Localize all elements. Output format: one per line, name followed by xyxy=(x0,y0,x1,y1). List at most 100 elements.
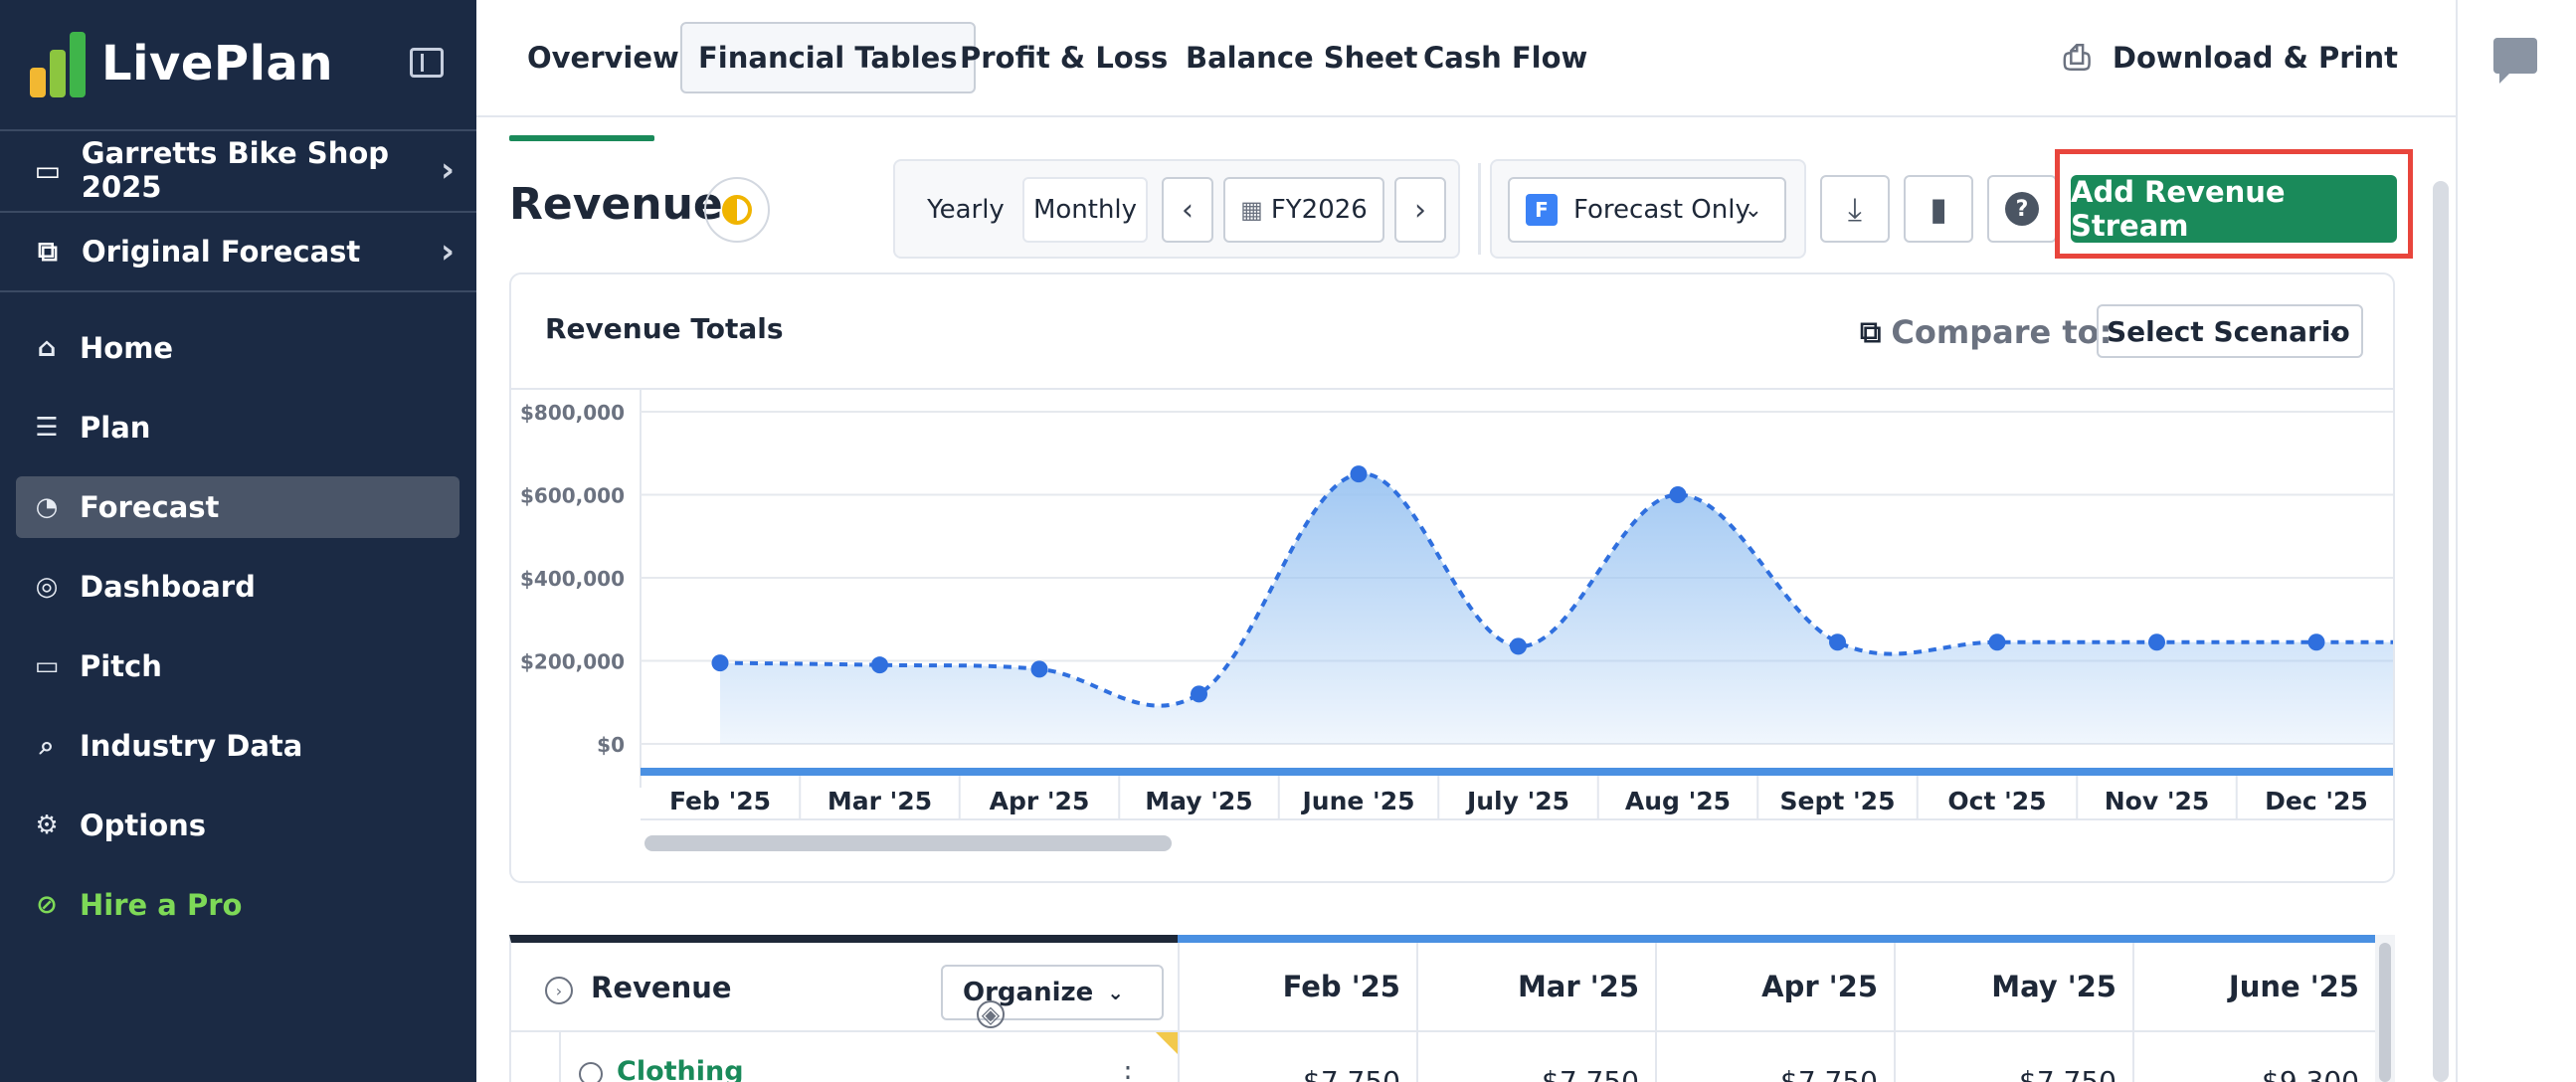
column-header: Apr '25 xyxy=(1655,943,1894,1030)
collapse-sidebar-icon[interactable] xyxy=(410,48,444,78)
dashboard-icon: ◎ xyxy=(35,572,59,602)
expand-circle-icon[interactable]: › xyxy=(545,977,573,1004)
table-cell[interactable]: $7,750 xyxy=(1894,1030,2132,1082)
tab-cash-flow[interactable]: Cash Flow xyxy=(1423,41,1588,75)
y-tick-label: $600,000 xyxy=(520,484,625,508)
highlight-box xyxy=(2055,149,2413,259)
table-header-label: Revenue xyxy=(591,971,732,1004)
data-point xyxy=(711,654,729,672)
compare-text: Compare to: xyxy=(1891,313,2113,351)
download-print-button[interactable]: ⎙ Download & Print xyxy=(2064,22,2398,93)
x-tick-label: Oct '25 xyxy=(1947,787,2046,815)
tab-financial-tables[interactable]: Financial Tables xyxy=(680,22,976,93)
chart-toggle-button[interactable]: ▮ xyxy=(1904,175,1973,243)
sidebar-item-label: Industry Data xyxy=(80,729,303,763)
file-download-icon: ⤓ xyxy=(1847,189,1863,228)
layers-icon: ◈ xyxy=(977,1000,1005,1028)
page-title: Revenue xyxy=(509,179,723,230)
page-scrollbar[interactable] xyxy=(2433,181,2449,1082)
sidebar: LivePlan ▭ Garretts Bike Shop 2025 › ⧉ O… xyxy=(0,0,476,1082)
table-cell[interactable]: $7,750 xyxy=(1178,1030,1416,1082)
organize-button[interactable]: ◈ Organize ⌄ xyxy=(941,965,1164,1028)
chevron-down-icon: ⌄ xyxy=(2326,319,2343,343)
sidebar-item-options[interactable]: ⚙ Options xyxy=(16,795,460,856)
tab-overview[interactable]: Overview xyxy=(527,41,679,75)
right-rail xyxy=(2456,0,2576,1082)
chevron-right-icon: › xyxy=(440,150,455,190)
table-cell[interactable]: $9,300 xyxy=(2132,1030,2375,1082)
row-label[interactable]: Clothing xyxy=(617,1056,744,1082)
revenue-table: › Revenue ◈ Organize ⌄ Feb '25 Mar '25 A… xyxy=(509,935,2395,1082)
x-tick-label: Dec '25 xyxy=(2265,787,2368,815)
monitor-icon: ▭ xyxy=(34,651,60,681)
data-point xyxy=(1191,685,1207,703)
top-navigation: Overview Financial Tables Profit & Loss … xyxy=(476,0,2456,117)
sidebar-item-plan[interactable]: ☰ Plan xyxy=(16,397,460,458)
home-icon: ⌂ xyxy=(37,333,57,363)
compass-icon: ⊘ xyxy=(36,890,58,920)
more-options-icon[interactable]: ⋮ xyxy=(1114,1060,1142,1082)
add-revenue-stream-button[interactable]: Add Revenue Stream xyxy=(2071,175,2397,243)
y-tick-label: $800,000 xyxy=(520,401,625,425)
data-point xyxy=(1350,465,1368,483)
sidebar-item-dashboard[interactable]: ◎ Dashboard xyxy=(16,556,460,618)
compare-label: ⧉ Compare to: xyxy=(1860,306,2112,358)
compare-scenario-select[interactable]: Select Scenario ⌄ xyxy=(2097,304,2363,358)
yearly-toggle[interactable]: Yearly xyxy=(927,195,1005,225)
tab-profit-loss[interactable]: Profit & Loss xyxy=(960,41,1169,75)
table-scrollbar[interactable] xyxy=(2375,935,2395,1082)
previous-year-button[interactable]: ‹ xyxy=(1162,177,1213,243)
fiscal-year-picker[interactable]: ▦ FY2026 xyxy=(1223,177,1384,243)
table-cell[interactable]: $7,750 xyxy=(1416,1030,1655,1082)
revenue-totals-card: Revenue Totals ⧉ Compare to: Select Scen… xyxy=(509,272,2395,883)
chat-icon[interactable] xyxy=(2493,38,2537,84)
data-point xyxy=(2307,633,2325,651)
revenue-chart: $800,000 $600,000 $400,000 $200,000 $0 Feb '2… xyxy=(520,390,2393,851)
x-tick-label: Nov '25 xyxy=(2105,787,2210,815)
forecast-filter-select[interactable]: F Forecast Only ⌄ xyxy=(1508,177,1786,243)
tab-balance-sheet[interactable]: Balance Sheet xyxy=(1186,41,1418,75)
x-axis-bar xyxy=(641,768,2393,776)
cell-value: $7,750 xyxy=(1542,1065,1639,1082)
help-button[interactable]: ? xyxy=(1987,175,2057,243)
calendar-icon: ▦ xyxy=(1240,196,1263,224)
expand-circle-icon[interactable] xyxy=(579,1062,603,1082)
x-tick-label: Aug '25 xyxy=(1625,787,1731,815)
y-tick-label: $0 xyxy=(597,733,625,757)
sidebar-item-industry-data[interactable]: ⌕ Industry Data xyxy=(16,715,460,777)
revenue-mode-toggle[interactable] xyxy=(704,177,770,243)
sidebar-item-hire-a-pro[interactable]: ⊘ Hire a Pro xyxy=(16,874,460,936)
data-point xyxy=(1669,486,1687,503)
table-cell[interactable]: $7,750 xyxy=(1655,1030,1894,1082)
printer-icon: ⎙ xyxy=(2063,38,2091,78)
app-name: LivePlan xyxy=(101,36,334,91)
divider xyxy=(511,388,2393,390)
help-icon: ? xyxy=(2005,192,2039,226)
x-tick-label: Apr '25 xyxy=(990,787,1090,815)
liveplan-logo-icon xyxy=(30,30,90,97)
section-underline xyxy=(509,135,654,141)
export-button[interactable]: ⤓ xyxy=(1820,175,1890,243)
x-tick-label: Feb '25 xyxy=(669,787,771,815)
sidebar-item-label: Forecast xyxy=(80,490,220,524)
gear-icon: ⚙ xyxy=(35,811,59,840)
company-name: Garretts Bike Shop 2025 xyxy=(81,136,390,204)
store-icon: ▭ xyxy=(34,153,62,187)
liveplan-logo[interactable]: LivePlan xyxy=(30,28,333,99)
sidebar-item-label: Options xyxy=(80,809,207,842)
forecast-selector[interactable]: ⧉ Original Forecast › xyxy=(0,211,476,292)
sidebar-item-home[interactable]: ⌂ Home xyxy=(16,317,460,379)
chevron-left-icon: ‹ xyxy=(1182,192,1194,228)
chevron-down-icon: ⌄ xyxy=(1744,197,1762,223)
table-row[interactable]: Clothing ⋮ xyxy=(509,1030,1178,1082)
column-header: Mar '25 xyxy=(1416,943,1655,1030)
company-selector[interactable]: ▭ Garretts Bike Shop 2025 › xyxy=(0,129,476,209)
sidebar-item-pitch[interactable]: ▭ Pitch xyxy=(16,635,460,697)
data-point xyxy=(871,656,888,674)
plan-icon: ☰ xyxy=(35,413,59,443)
monthly-toggle[interactable]: Monthly xyxy=(1022,177,1148,243)
sidebar-item-label: Pitch xyxy=(80,649,162,683)
chevron-right-icon: › xyxy=(440,232,455,271)
sidebar-item-forecast[interactable]: ◔ Forecast xyxy=(16,476,460,538)
next-year-button[interactable]: › xyxy=(1394,177,1446,243)
